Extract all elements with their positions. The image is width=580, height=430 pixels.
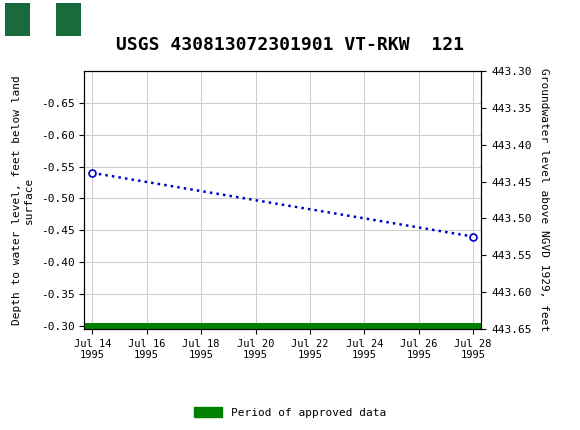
Text: USGS 430813072301901 VT-RKW  121: USGS 430813072301901 VT-RKW 121	[116, 36, 464, 54]
Text: USGS: USGS	[90, 11, 145, 29]
Y-axis label: Groundwater level above NGVD 1929, feet: Groundwater level above NGVD 1929, feet	[539, 68, 549, 332]
Bar	[30, 3, 56, 37]
Bar	[56, 3, 81, 37]
Bar	[5, 3, 80, 37]
Legend: Period of approved data: Period of approved data	[190, 403, 390, 422]
Bar	[5, 3, 30, 37]
Y-axis label: Depth to water level, feet below land
surface: Depth to water level, feet below land su…	[12, 75, 34, 325]
